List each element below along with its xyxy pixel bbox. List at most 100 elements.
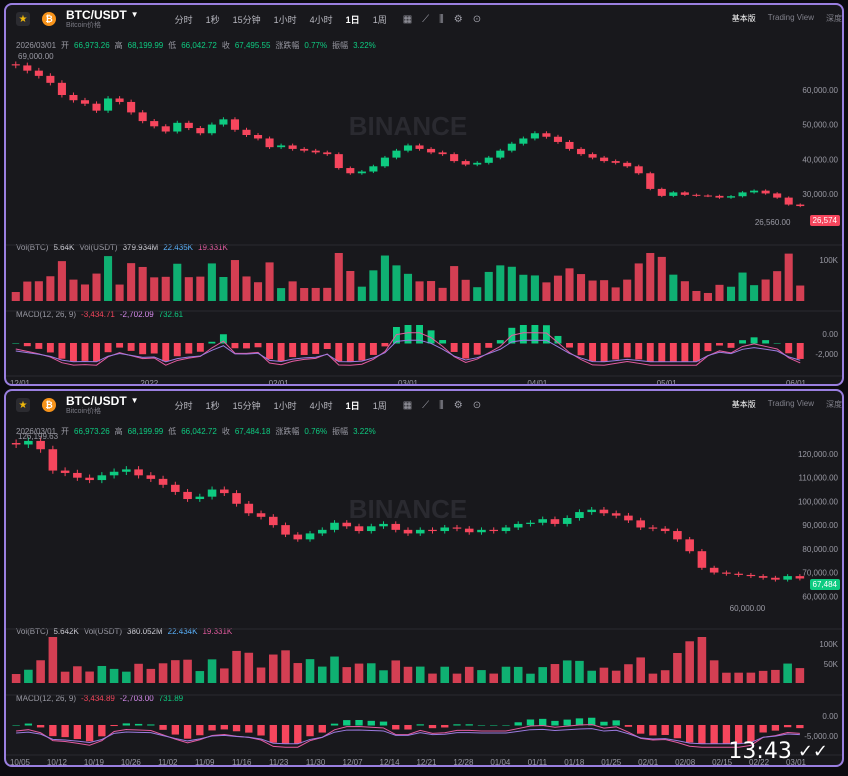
settings-icon[interactable]: ⚙: [453, 399, 463, 411]
chart-panel-bottom[interactable]: ★ ₿ BTC/USDT ▼ Bitcoin价格 分时 1秒 15分钟 1小时 4…: [4, 389, 844, 767]
macd-histogram-bar: [485, 343, 493, 348]
volume-bar: [624, 664, 633, 683]
volume-bar: [761, 279, 770, 301]
favorite-star-icon[interactable]: ★: [16, 398, 30, 412]
volume-bar: [703, 292, 712, 301]
macd-histogram-bar: [257, 725, 265, 736]
calendar-icon[interactable]: ▦: [402, 13, 413, 25]
interval-tab-active[interactable]: 1日: [345, 14, 360, 25]
macd-histogram-bar: [600, 343, 608, 362]
volume-bar: [158, 663, 168, 683]
caret-down-icon[interactable]: ▼: [130, 395, 139, 405]
volume-bar: [380, 255, 389, 301]
amplitude-label: 振幅: [332, 41, 349, 50]
view-tabs: 基本版 Trading View 深度: [732, 399, 842, 410]
volume-bar: [288, 281, 297, 301]
macd-histogram-bar: [637, 725, 645, 734]
macd-axis-label: 0.00: [822, 712, 838, 721]
candle-body: [357, 171, 366, 174]
interval-tab[interactable]: 1周: [372, 14, 387, 25]
macd-histogram-bar: [232, 725, 241, 732]
candle-body: [219, 119, 228, 125]
volume-bar: [795, 668, 805, 683]
volume-bar: [150, 277, 159, 301]
time-axis-label: 05/01: [657, 379, 678, 386]
candlestick-chart-top[interactable]: BINANCE 60,000.00 50,000.00 40,000.00 30,000…: [6, 5, 844, 386]
macd-axis-label: 0.00: [822, 330, 838, 339]
tab-tradingview[interactable]: Trading View: [767, 13, 814, 22]
volume-bar: [403, 666, 413, 683]
tab-depth[interactable]: 深度: [826, 400, 842, 409]
volume-bar: [403, 273, 413, 301]
interval-tab[interactable]: 分时: [174, 14, 193, 25]
fullscreen-icon[interactable]: ⊙: [472, 13, 482, 25]
volume-bar: [660, 670, 670, 683]
candle-body: [379, 523, 388, 527]
time-axis-label: 12/14: [380, 758, 401, 767]
symbol-selector[interactable]: BTC/USDT ▼ Bitcoin价格: [66, 8, 139, 30]
volume-bar: [34, 281, 43, 301]
interval-tab[interactable]: 1小时: [273, 14, 297, 25]
chart-type-icon[interactable]: ⟋: [422, 399, 430, 411]
caret-down-icon[interactable]: ▼: [130, 9, 139, 19]
interval-tab[interactable]: 1秒: [205, 14, 220, 25]
candle-body: [127, 101, 136, 113]
interval-tab[interactable]: 15分钟: [232, 400, 261, 411]
calendar-icon[interactable]: ▦: [402, 399, 413, 411]
volume-bar: [11, 674, 21, 683]
macd-histogram-bar: [739, 340, 747, 344]
interval-tab[interactable]: 4小时: [309, 400, 333, 411]
candle-body: [253, 135, 263, 139]
volume-bar: [477, 670, 486, 683]
chart-type-icon[interactable]: ⟋: [422, 13, 430, 25]
vol-value: 5.642K: [53, 627, 79, 636]
candle-body: [450, 154, 459, 162]
volume-bar: [461, 279, 470, 301]
volume-bar: [232, 650, 241, 683]
macd-histogram-bar: [104, 343, 112, 353]
volume-bar: [550, 664, 560, 683]
chart-panel-top[interactable]: ★ ₿ BTC/USDT ▼ Bitcoin价格 分时 1秒 15分钟 1小时 4…: [4, 3, 844, 386]
candlestick-chart-bottom[interactable]: BINANCE 120,000.00 110,000.00 100,000.00 90,…: [6, 391, 844, 767]
interval-tab[interactable]: 4小时: [309, 14, 333, 25]
symbol-selector[interactable]: BTC/USDT ▼ Bitcoin价格: [66, 394, 139, 416]
macd-histogram-bar: [462, 343, 470, 359]
settings-icon[interactable]: ⚙: [453, 13, 463, 25]
macd-histogram-bar: [134, 723, 143, 726]
interval-tab-active[interactable]: 1日: [345, 400, 360, 411]
interval-tab[interactable]: 15分钟: [232, 14, 261, 25]
volume-bar: [138, 266, 147, 301]
candle-body: [477, 529, 486, 533]
volume-bar: [24, 669, 33, 683]
candle-body: [646, 173, 655, 189]
vol-label: Vol(BTC): [16, 627, 49, 636]
bitcoin-icon: ₿: [42, 398, 56, 412]
indicator-icon[interactable]: ⫼: [439, 399, 444, 411]
candle-body: [36, 440, 45, 450]
volume-bar: [195, 671, 205, 683]
interval-tab[interactable]: 1小时: [273, 400, 297, 411]
volume-bar: [738, 272, 747, 301]
tab-tradingview[interactable]: Trading View: [767, 399, 814, 408]
fullscreen-icon[interactable]: ⊙: [472, 399, 482, 411]
tab-basic[interactable]: 基本版: [731, 14, 756, 23]
macd-histogram-bar: [710, 725, 718, 744]
open-label: 开: [61, 41, 70, 50]
tab-basic[interactable]: 基本版: [731, 400, 756, 409]
time-axis-label: 01/11: [528, 758, 548, 767]
candle-body: [440, 527, 450, 532]
candle-body: [697, 551, 707, 568]
interval-tab[interactable]: 分时: [174, 400, 193, 411]
candle-body: [489, 529, 499, 532]
vol-ma1: 22.434K: [167, 627, 198, 636]
macd-histogram-bar: [266, 343, 274, 360]
indicator-icon[interactable]: ⫼: [439, 13, 444, 25]
candle-body: [300, 148, 309, 151]
interval-tab[interactable]: 1周: [372, 400, 387, 411]
tab-depth[interactable]: 深度: [826, 14, 842, 23]
volume-bar: [438, 287, 447, 301]
candle-body: [484, 157, 493, 163]
interval-tab[interactable]: 1秒: [205, 400, 220, 411]
macd-histogram-bar: [771, 725, 780, 731]
favorite-star-icon[interactable]: ★: [16, 12, 30, 26]
